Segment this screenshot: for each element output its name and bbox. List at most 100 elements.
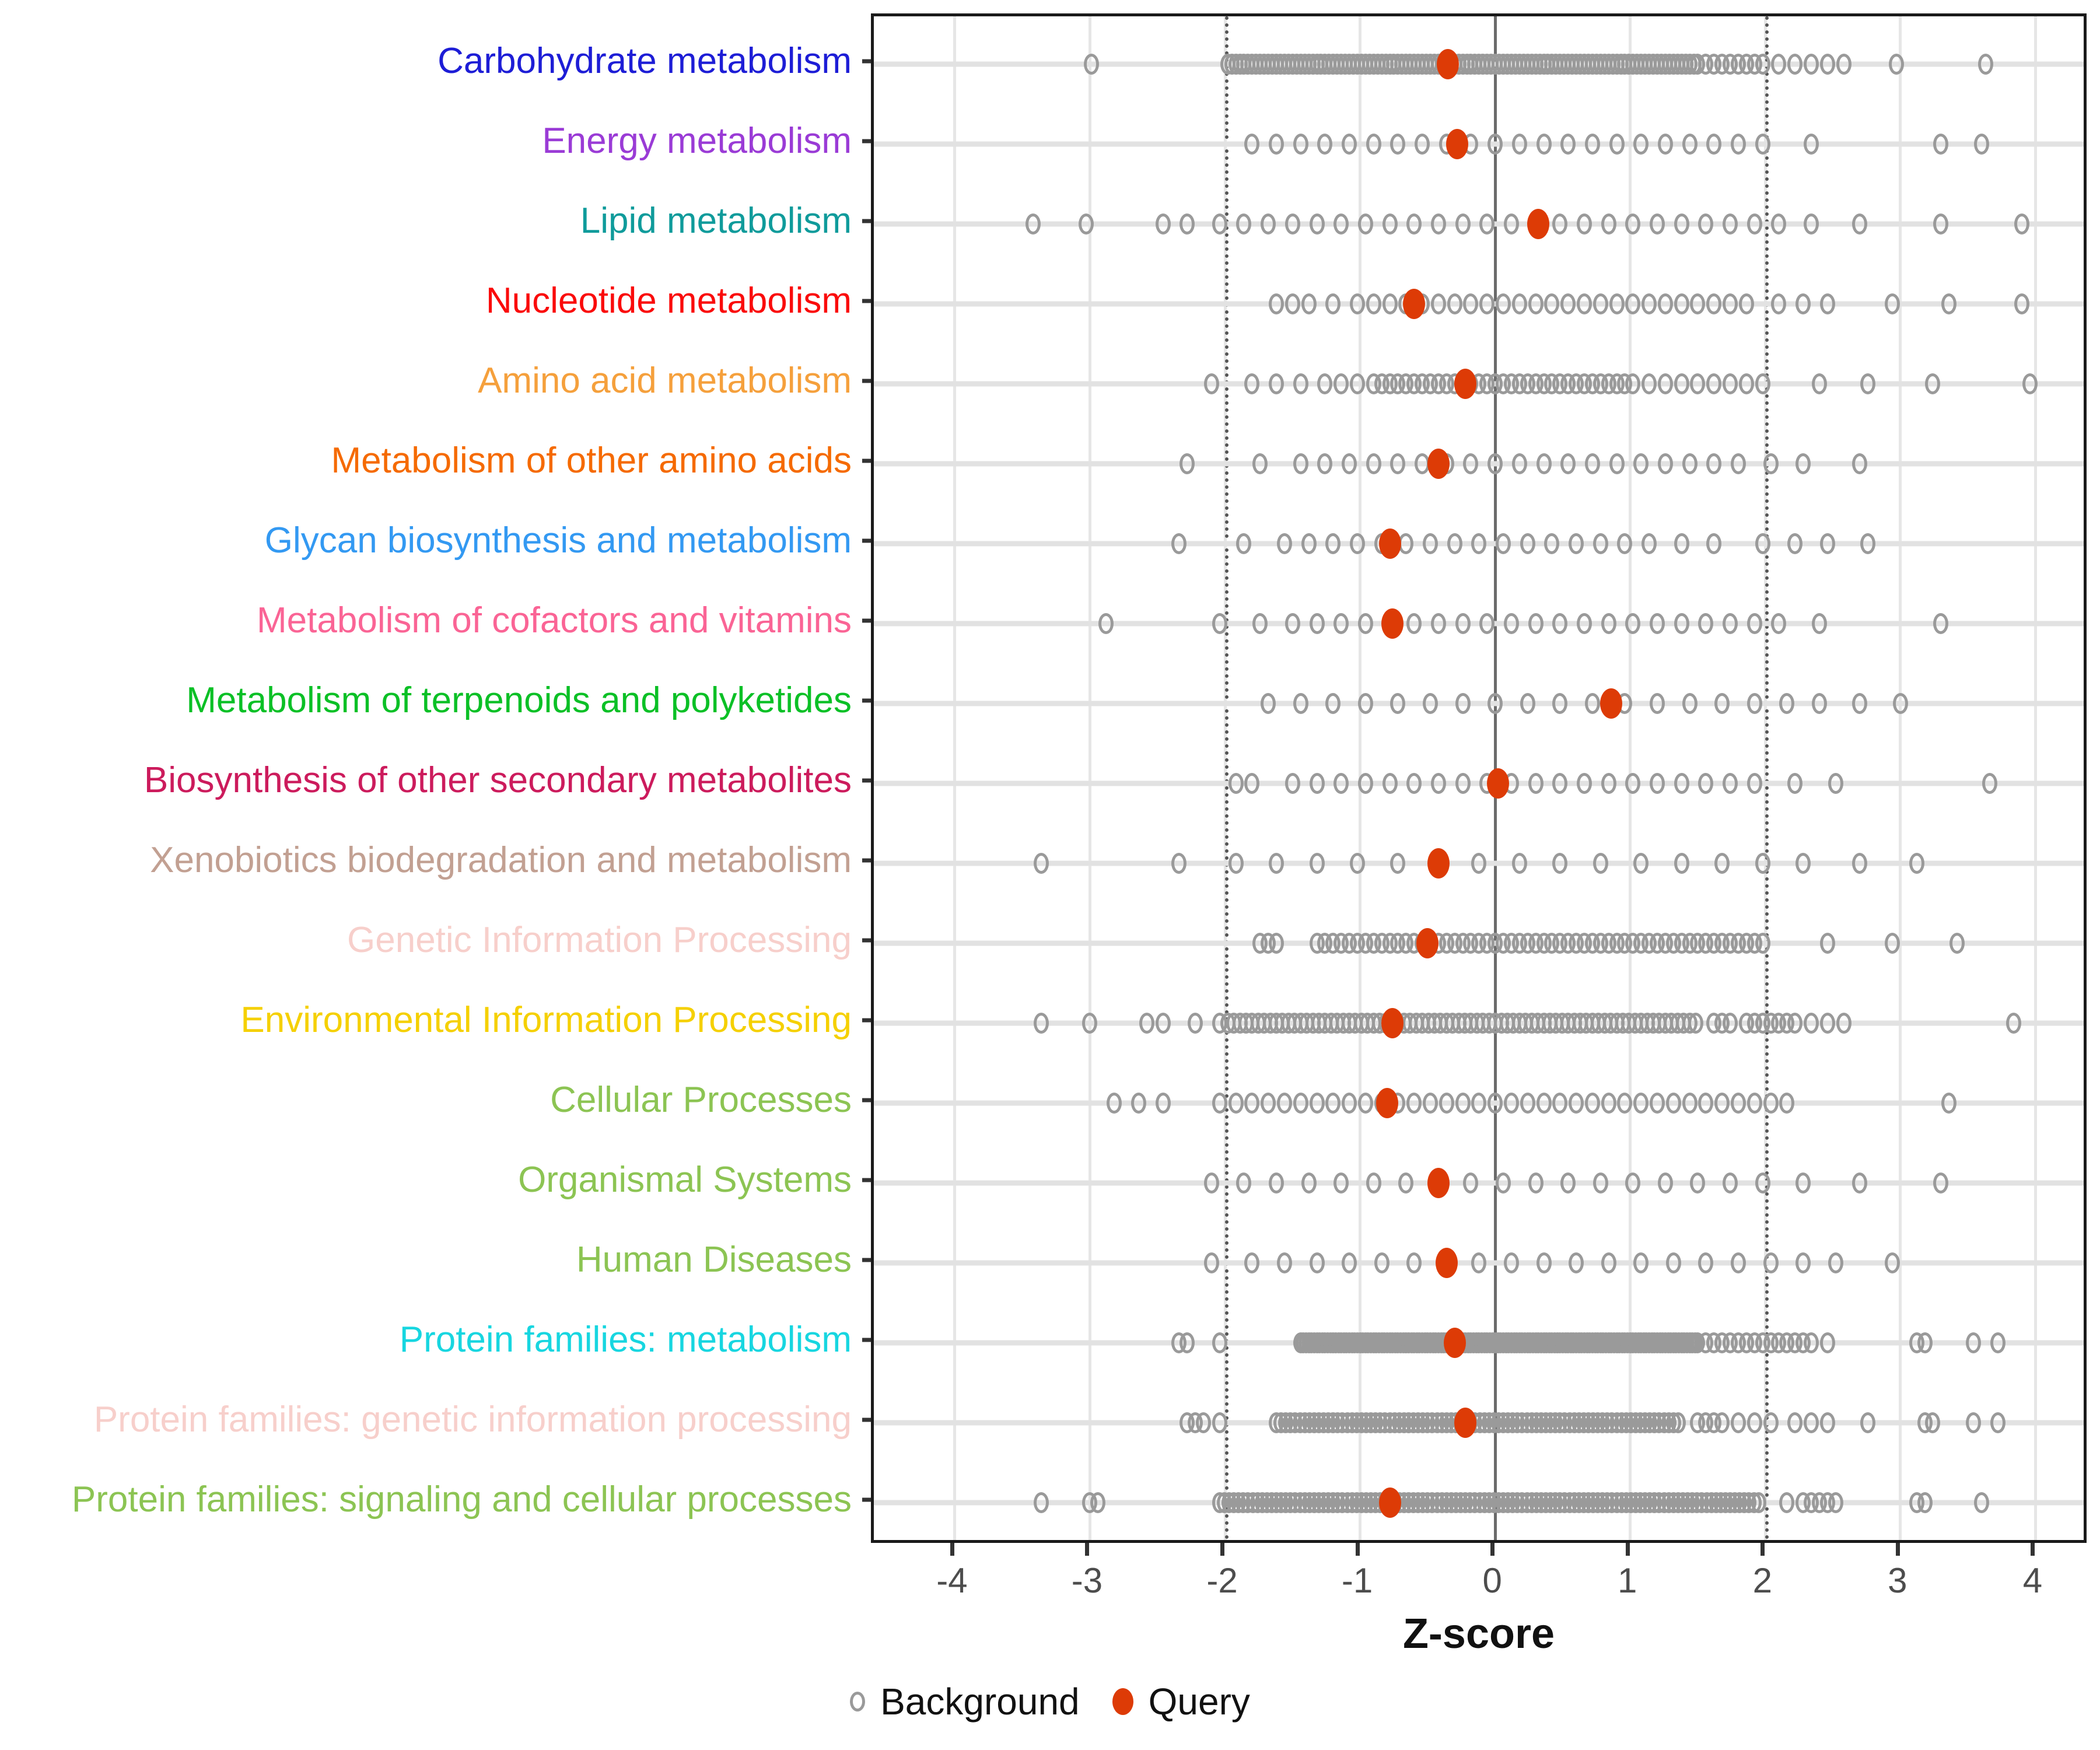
y-axis-tick — [862, 1418, 872, 1422]
background-point — [1503, 1093, 1519, 1114]
background-point — [1334, 773, 1349, 794]
background-point — [1650, 613, 1665, 634]
vertical-gridline-3 — [1899, 16, 1902, 1540]
background-point — [1909, 853, 1924, 874]
background-point — [1584, 453, 1600, 474]
background-point — [1471, 1093, 1487, 1114]
background-point — [1301, 293, 1317, 314]
y-axis-label: Organismal Systems — [518, 1160, 852, 1200]
background-point — [1682, 693, 1698, 714]
background-point — [1860, 373, 1876, 394]
x-axis-ticklabel: -3 — [1071, 1561, 1103, 1600]
background-point — [1155, 214, 1171, 235]
background-point — [1852, 693, 1868, 714]
query-point[interactable] — [1403, 289, 1426, 319]
background-point — [1325, 693, 1341, 714]
x-axis-ticklabel: -2 — [1206, 1561, 1238, 1600]
background-point — [1852, 853, 1868, 874]
background-point — [1755, 853, 1770, 874]
y-axis-label: Energy metabolism — [542, 121, 852, 161]
query-point[interactable] — [1435, 1248, 1458, 1278]
y-axis-label: Cellular Processes — [550, 1080, 852, 1120]
background-point — [1892, 693, 1908, 714]
background-point — [1293, 1093, 1308, 1114]
query-point[interactable] — [1454, 369, 1477, 399]
y-axis-label: Genetic Information Processing — [347, 920, 852, 960]
background-point — [1366, 1172, 1381, 1194]
background-point — [1284, 773, 1300, 794]
query-point[interactable] — [1416, 928, 1439, 958]
background-point — [1982, 773, 1997, 794]
background-point — [1723, 1013, 1738, 1034]
query-point[interactable] — [1376, 1088, 1398, 1118]
background-point — [1698, 613, 1714, 634]
background-point — [1406, 214, 1422, 235]
background-point — [1576, 214, 1592, 235]
query-point[interactable] — [1427, 1168, 1450, 1198]
background-point — [1884, 1252, 1900, 1273]
background-point — [1674, 773, 1689, 794]
background-point — [1155, 1093, 1171, 1114]
background-point — [1617, 1093, 1633, 1114]
background-point — [1933, 214, 1949, 235]
query-point[interactable] — [1427, 848, 1450, 878]
background-point — [1520, 693, 1535, 714]
background-point — [1406, 1252, 1422, 1273]
query-point[interactable] — [1437, 49, 1460, 79]
background-point — [1978, 54, 1993, 75]
query-point[interactable] — [1454, 1408, 1477, 1438]
background-point — [1803, 214, 1819, 235]
y-axis-label: Lipid metabolism — [580, 201, 852, 241]
background-point — [1390, 693, 1406, 714]
background-point — [1576, 773, 1592, 794]
query-point[interactable] — [1600, 688, 1623, 719]
background-point — [1034, 853, 1049, 874]
background-point — [1706, 373, 1722, 394]
background-point — [1552, 613, 1568, 634]
y-axis-label: Biosynthesis of other secondary metaboli… — [144, 760, 852, 800]
background-point — [2014, 293, 2030, 314]
background-point — [1155, 1013, 1171, 1034]
query-point[interactable] — [1486, 768, 1509, 799]
background-point — [1496, 533, 1511, 554]
background-point — [2006, 1013, 2022, 1034]
background-point — [1276, 1093, 1292, 1114]
background-point — [1682, 134, 1698, 155]
query-point[interactable] — [1446, 129, 1469, 159]
background-point — [1657, 134, 1673, 155]
query-point[interactable] — [1527, 209, 1550, 239]
query-point[interactable] — [1427, 449, 1450, 479]
background-point — [1390, 453, 1406, 474]
background-point — [1723, 293, 1738, 314]
background-point — [1334, 214, 1349, 235]
y-axis-tick — [862, 299, 872, 303]
y-axis-tick — [862, 1258, 872, 1262]
query-point[interactable] — [1381, 608, 1404, 639]
query-point[interactable] — [1443, 1328, 1466, 1358]
query-point[interactable] — [1381, 1008, 1404, 1038]
background-point — [1423, 693, 1438, 714]
background-point — [1382, 214, 1398, 235]
query-point[interactable] — [1378, 528, 1401, 559]
background-point — [1455, 773, 1471, 794]
background-point — [1438, 1093, 1454, 1114]
background-point — [1819, 1332, 1835, 1353]
background-point — [1723, 773, 1738, 794]
background-point — [1374, 1252, 1390, 1273]
background-point — [1406, 1093, 1422, 1114]
background-point — [1746, 1412, 1762, 1433]
background-point — [1763, 1252, 1779, 1273]
background-point — [1723, 214, 1738, 235]
background-point — [1787, 773, 1803, 794]
y-axis-label: Protein families: signaling and cellular… — [71, 1479, 852, 1520]
row-gridline — [874, 621, 2084, 626]
background-point — [1950, 933, 1965, 954]
background-point — [1714, 1093, 1730, 1114]
background-point — [1269, 134, 1284, 155]
background-point — [1552, 853, 1568, 874]
background-point — [1852, 214, 1868, 235]
background-point — [1171, 853, 1187, 874]
background-point — [1617, 533, 1633, 554]
query-point[interactable] — [1378, 1488, 1401, 1518]
